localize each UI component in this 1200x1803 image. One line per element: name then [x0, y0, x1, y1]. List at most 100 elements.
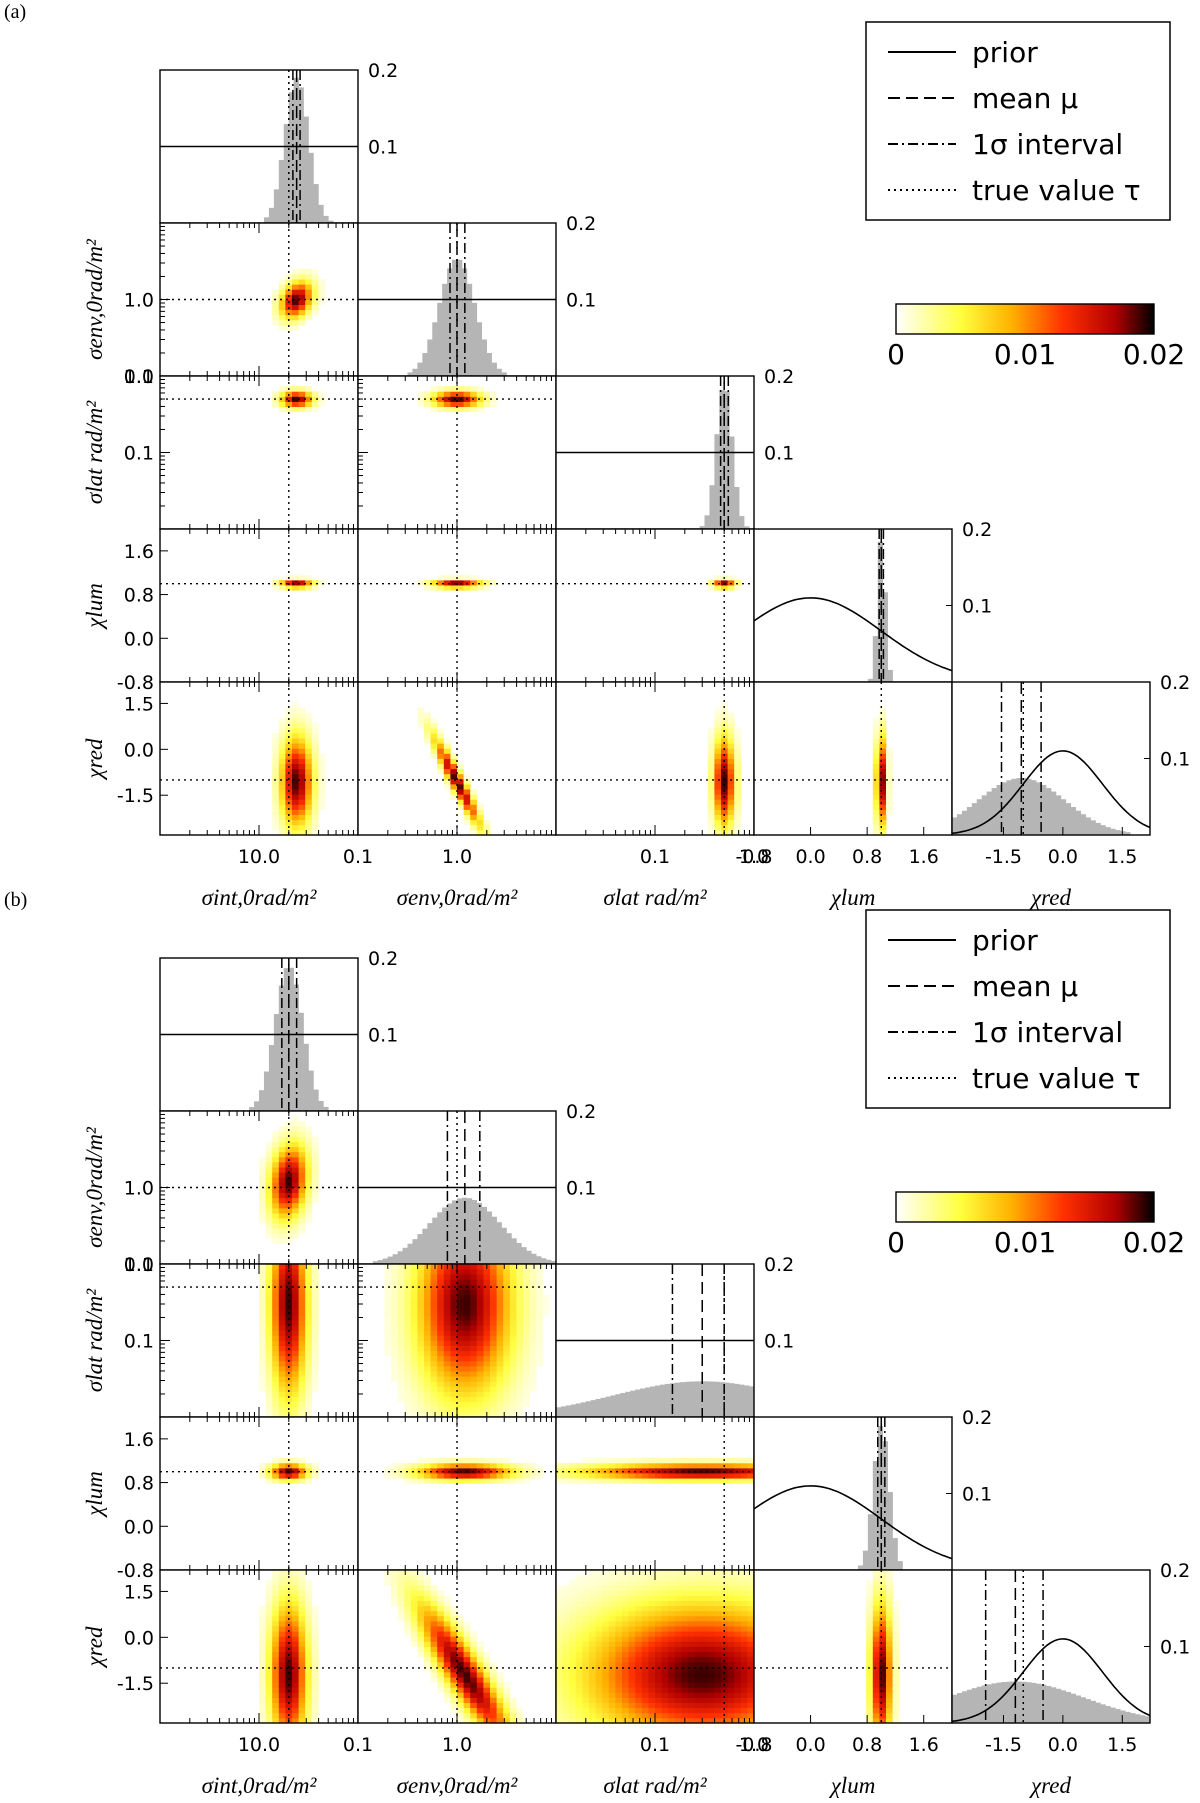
density-cell — [424, 1371, 431, 1377]
density-cell — [272, 1162, 280, 1168]
density-cell — [311, 1355, 319, 1362]
density-cell — [470, 1457, 478, 1464]
density-cell — [285, 1233, 293, 1239]
density-cell — [272, 1136, 280, 1142]
density-cell — [734, 1462, 742, 1469]
density-cell — [437, 1595, 445, 1601]
density-cell — [259, 1636, 266, 1642]
density-cell — [292, 1309, 299, 1316]
density-cell — [259, 1656, 266, 1663]
density-cell — [265, 1406, 273, 1413]
density-cell — [602, 1636, 610, 1642]
density-cell — [292, 1570, 299, 1576]
histogram-bar — [288, 967, 294, 1111]
density-cell — [424, 401, 431, 407]
density-cell — [886, 1697, 893, 1703]
density-cell — [635, 1707, 643, 1714]
diag-tick-label: 0.1 — [962, 1484, 992, 1506]
x-tick-label: 0.8 — [852, 1734, 882, 1756]
density-cell — [714, 784, 722, 790]
density-cell — [872, 784, 880, 790]
density-cell — [734, 1717, 742, 1724]
density-cell — [424, 1580, 431, 1586]
density-cell — [668, 1605, 676, 1612]
density-cell — [463, 1330, 471, 1336]
density-cell — [450, 1279, 458, 1285]
histogram-bar — [377, 1260, 384, 1264]
density-cell — [661, 1457, 669, 1464]
density-cell — [265, 1141, 273, 1148]
density-cell — [305, 299, 313, 305]
density-cell — [569, 1600, 577, 1607]
density-cell — [417, 1355, 425, 1362]
density-cell — [410, 1615, 418, 1622]
density-cell — [285, 819, 293, 826]
density-cell — [648, 1626, 656, 1632]
density-cell — [707, 1666, 715, 1673]
density-cell — [655, 1717, 662, 1724]
density-cell — [450, 1391, 458, 1397]
density-cell — [661, 1615, 669, 1622]
density-cell — [391, 1304, 398, 1311]
density-cell — [608, 1595, 616, 1601]
density-cell — [714, 768, 722, 775]
density-cell — [866, 1626, 874, 1632]
density-cell — [655, 1682, 662, 1688]
density-cell — [648, 1636, 656, 1642]
density-cell — [272, 758, 280, 764]
density-cell — [661, 1636, 669, 1642]
density-cell — [529, 1325, 537, 1331]
density-cell — [714, 1692, 722, 1698]
density-cell — [298, 1717, 306, 1724]
density-cell — [450, 1646, 458, 1652]
density-cell — [509, 1411, 517, 1418]
density-cell — [417, 1366, 425, 1372]
density-cell — [311, 824, 319, 831]
density-cell — [292, 406, 299, 413]
density-cell — [635, 1590, 643, 1596]
density-cell — [272, 824, 280, 831]
density-cell — [872, 1707, 880, 1714]
density-cell — [470, 1355, 478, 1362]
density-cell — [655, 1626, 662, 1632]
histogram-bar — [382, 1258, 388, 1264]
density-cell — [872, 814, 880, 821]
density-cell — [655, 1661, 662, 1668]
density-cell — [298, 1621, 306, 1627]
density-cell — [589, 1641, 596, 1647]
density-cell — [410, 1279, 418, 1285]
density-cell — [463, 1702, 471, 1709]
density-cell — [272, 1600, 280, 1607]
density-cell — [259, 1386, 266, 1392]
density-cell — [615, 1600, 623, 1607]
density-cell — [292, 1345, 299, 1352]
density-cell — [404, 1391, 412, 1397]
density-cell — [391, 1350, 398, 1357]
density-cell — [681, 1626, 689, 1632]
density-cell — [707, 1600, 715, 1607]
density-cell — [688, 1682, 695, 1688]
density-cell — [311, 1304, 319, 1311]
density-cell — [430, 1610, 438, 1617]
density-cell — [872, 1702, 880, 1709]
density-cell — [886, 1626, 893, 1632]
density-cell — [721, 1468, 728, 1474]
panel-label: (b) — [4, 889, 27, 911]
density-cell — [265, 1468, 273, 1474]
density-cell — [635, 1692, 643, 1698]
density-cell — [450, 574, 458, 581]
histogram-bar — [417, 1234, 423, 1264]
density-cell — [285, 1590, 293, 1596]
density-cell — [734, 1631, 742, 1637]
density-cell — [298, 1223, 306, 1229]
histogram-bar — [1006, 780, 1012, 835]
histogram-bar — [1080, 1697, 1086, 1723]
density-cell — [450, 1615, 458, 1622]
density-cell — [384, 1575, 392, 1581]
density-cell — [707, 1473, 715, 1479]
density-cell — [292, 1457, 299, 1464]
density-cell — [569, 1712, 577, 1719]
density-cell — [582, 1641, 590, 1647]
density-cell — [265, 1371, 273, 1377]
density-cell — [292, 707, 299, 713]
